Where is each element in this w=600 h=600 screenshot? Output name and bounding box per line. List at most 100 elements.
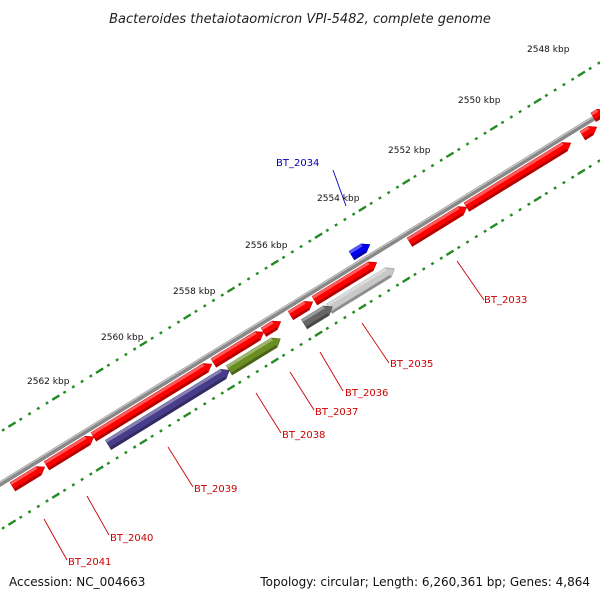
tick-mark-inner — [255, 369, 260, 374]
tick-mark-inner — [211, 396, 216, 401]
tick-mark-inner — [421, 267, 426, 271]
tick-mark-outer — [358, 205, 367, 212]
tick-mark-outer — [299, 244, 303, 249]
gene-BT_2033-arrow[interactable] — [463, 142, 572, 212]
tick-mark-inner — [413, 272, 417, 277]
tick-mark-outer — [588, 66, 592, 71]
tick-mark-inner — [386, 288, 391, 293]
tick-mark-outer — [45, 401, 49, 405]
tick-label: 2548 kbp — [527, 45, 570, 55]
gene-unlabeled-arrow[interactable] — [311, 261, 378, 306]
tick-mark-outer — [378, 196, 382, 200]
tick-mark-inner — [36, 504, 41, 509]
gene-label-BT_2035[interactable]: BT_2035 — [390, 359, 433, 370]
tick-mark-inner — [489, 222, 499, 230]
gene-label-BT_2038[interactable]: BT_2038 — [282, 430, 325, 441]
gene-BT_2039-arrow[interactable] — [104, 368, 230, 451]
tick-mark-outer — [194, 309, 198, 314]
tick-mark-inner — [27, 510, 32, 514]
tick-mark-inner — [194, 407, 198, 412]
tick-mark-outer — [570, 77, 575, 82]
tick-mark-inner — [167, 423, 172, 428]
tick-mark-outer — [7, 421, 17, 428]
tick-mark-outer — [421, 169, 426, 173]
gene-label-BT_2040[interactable]: BT_2040 — [110, 533, 153, 544]
tick-mark-outer — [27, 412, 32, 416]
tick-mark-outer — [290, 250, 295, 254]
tick-mark-outer — [334, 223, 338, 227]
tick-mark-outer — [395, 185, 400, 189]
gene-BT_2034-arrow[interactable] — [348, 243, 371, 261]
gene-BT_2041-arrow[interactable] — [9, 466, 46, 492]
leader-BT_2040 — [86, 495, 110, 536]
tick-mark-inner — [264, 364, 268, 368]
tick-mark-inner — [246, 375, 251, 379]
tick-mark-outer — [36, 406, 41, 411]
tick-mark-inner — [89, 472, 93, 476]
tick-mark-inner — [290, 348, 295, 352]
leader-BT_2037 — [289, 371, 315, 411]
gene-unlabeled-arrow[interactable] — [579, 126, 598, 141]
gene-unlabeled-arrow[interactable] — [210, 331, 265, 368]
map-title: Bacteroides thetaiotaomicron VPI-5482, c… — [109, 12, 491, 27]
tick-mark-inner — [281, 353, 286, 358]
tick-mark-inner — [401, 276, 411, 284]
gene-label-BT_2036[interactable]: BT_2036 — [345, 388, 388, 399]
tick-mark-outer — [159, 331, 163, 335]
tick-mark-inner — [577, 168, 586, 176]
tick-mark-inner — [139, 438, 148, 445]
tick-mark-inner — [299, 342, 303, 347]
tick-mark-outer — [220, 293, 225, 297]
tick-mark-outer — [89, 374, 93, 378]
tick-mark-outer — [237, 282, 242, 287]
tick-mark-outer — [115, 358, 119, 362]
gene-BT_2037-arrow[interactable] — [260, 320, 282, 337]
tick-mark-outer — [544, 93, 549, 98]
tick-mark-inner — [358, 303, 367, 310]
tick-mark-outer — [483, 131, 487, 135]
tick-mark-inner — [124, 450, 128, 455]
tick-label: 2560 kbp — [101, 333, 144, 343]
tick-mark-outer — [509, 115, 514, 119]
gene-BT_2035-arrow[interactable] — [325, 267, 395, 314]
gene-unlabeled-arrow[interactable] — [590, 108, 600, 122]
tick-mark-inner — [430, 261, 435, 266]
gene-label-BT_2034[interactable]: BT_2034 — [276, 158, 319, 169]
gene-label-BT_2039[interactable]: BT_2039 — [194, 484, 237, 495]
gene-label-BT_2041[interactable]: BT_2041 — [68, 557, 111, 568]
tick-mark-outer — [527, 104, 531, 108]
tick-mark-outer — [386, 190, 391, 195]
tick-mark-outer — [562, 82, 566, 87]
gene-unlabeled-arrow[interactable] — [287, 301, 314, 321]
gene-unlabeled-arrow[interactable] — [90, 363, 213, 442]
gene-BT_2040-arrow[interactable] — [43, 435, 95, 471]
tick-mark-outer — [308, 239, 312, 243]
tick-mark-inner — [314, 330, 323, 337]
tick-mark-outer — [500, 120, 505, 125]
tick-mark-inner — [474, 234, 479, 239]
gene-unlabeled-arrow[interactable] — [406, 206, 468, 247]
tick-mark-outer — [62, 390, 67, 394]
gene-label-BT_2037[interactable]: BT_2037 — [315, 407, 358, 418]
leader-BT_2038 — [255, 392, 282, 434]
scale-ticks-inner — [1, 159, 600, 530]
tick-mark-inner — [343, 315, 347, 320]
tick-label: 2556 kbp — [245, 241, 288, 251]
tick-mark-inner — [220, 391, 225, 395]
tick-mark-inner — [456, 245, 461, 250]
tick-mark-inner — [71, 483, 76, 487]
tick-mark-inner — [395, 283, 400, 287]
tick-mark-inner — [351, 310, 356, 314]
tick-mark-outer — [351, 212, 356, 216]
tick-mark-outer — [132, 347, 137, 351]
tick-mark-outer — [343, 217, 347, 222]
gene-label-BT_2033[interactable]: BT_2033 — [484, 295, 527, 306]
gene-BT_2038-arrow[interactable] — [225, 337, 281, 376]
tick-mark-outer — [176, 320, 181, 324]
tick-mark-inner — [533, 195, 542, 203]
gene-BT_2036-arrow[interactable] — [300, 305, 333, 330]
tick-mark-inner — [62, 488, 67, 492]
backbone-highlight — [0, 111, 600, 484]
